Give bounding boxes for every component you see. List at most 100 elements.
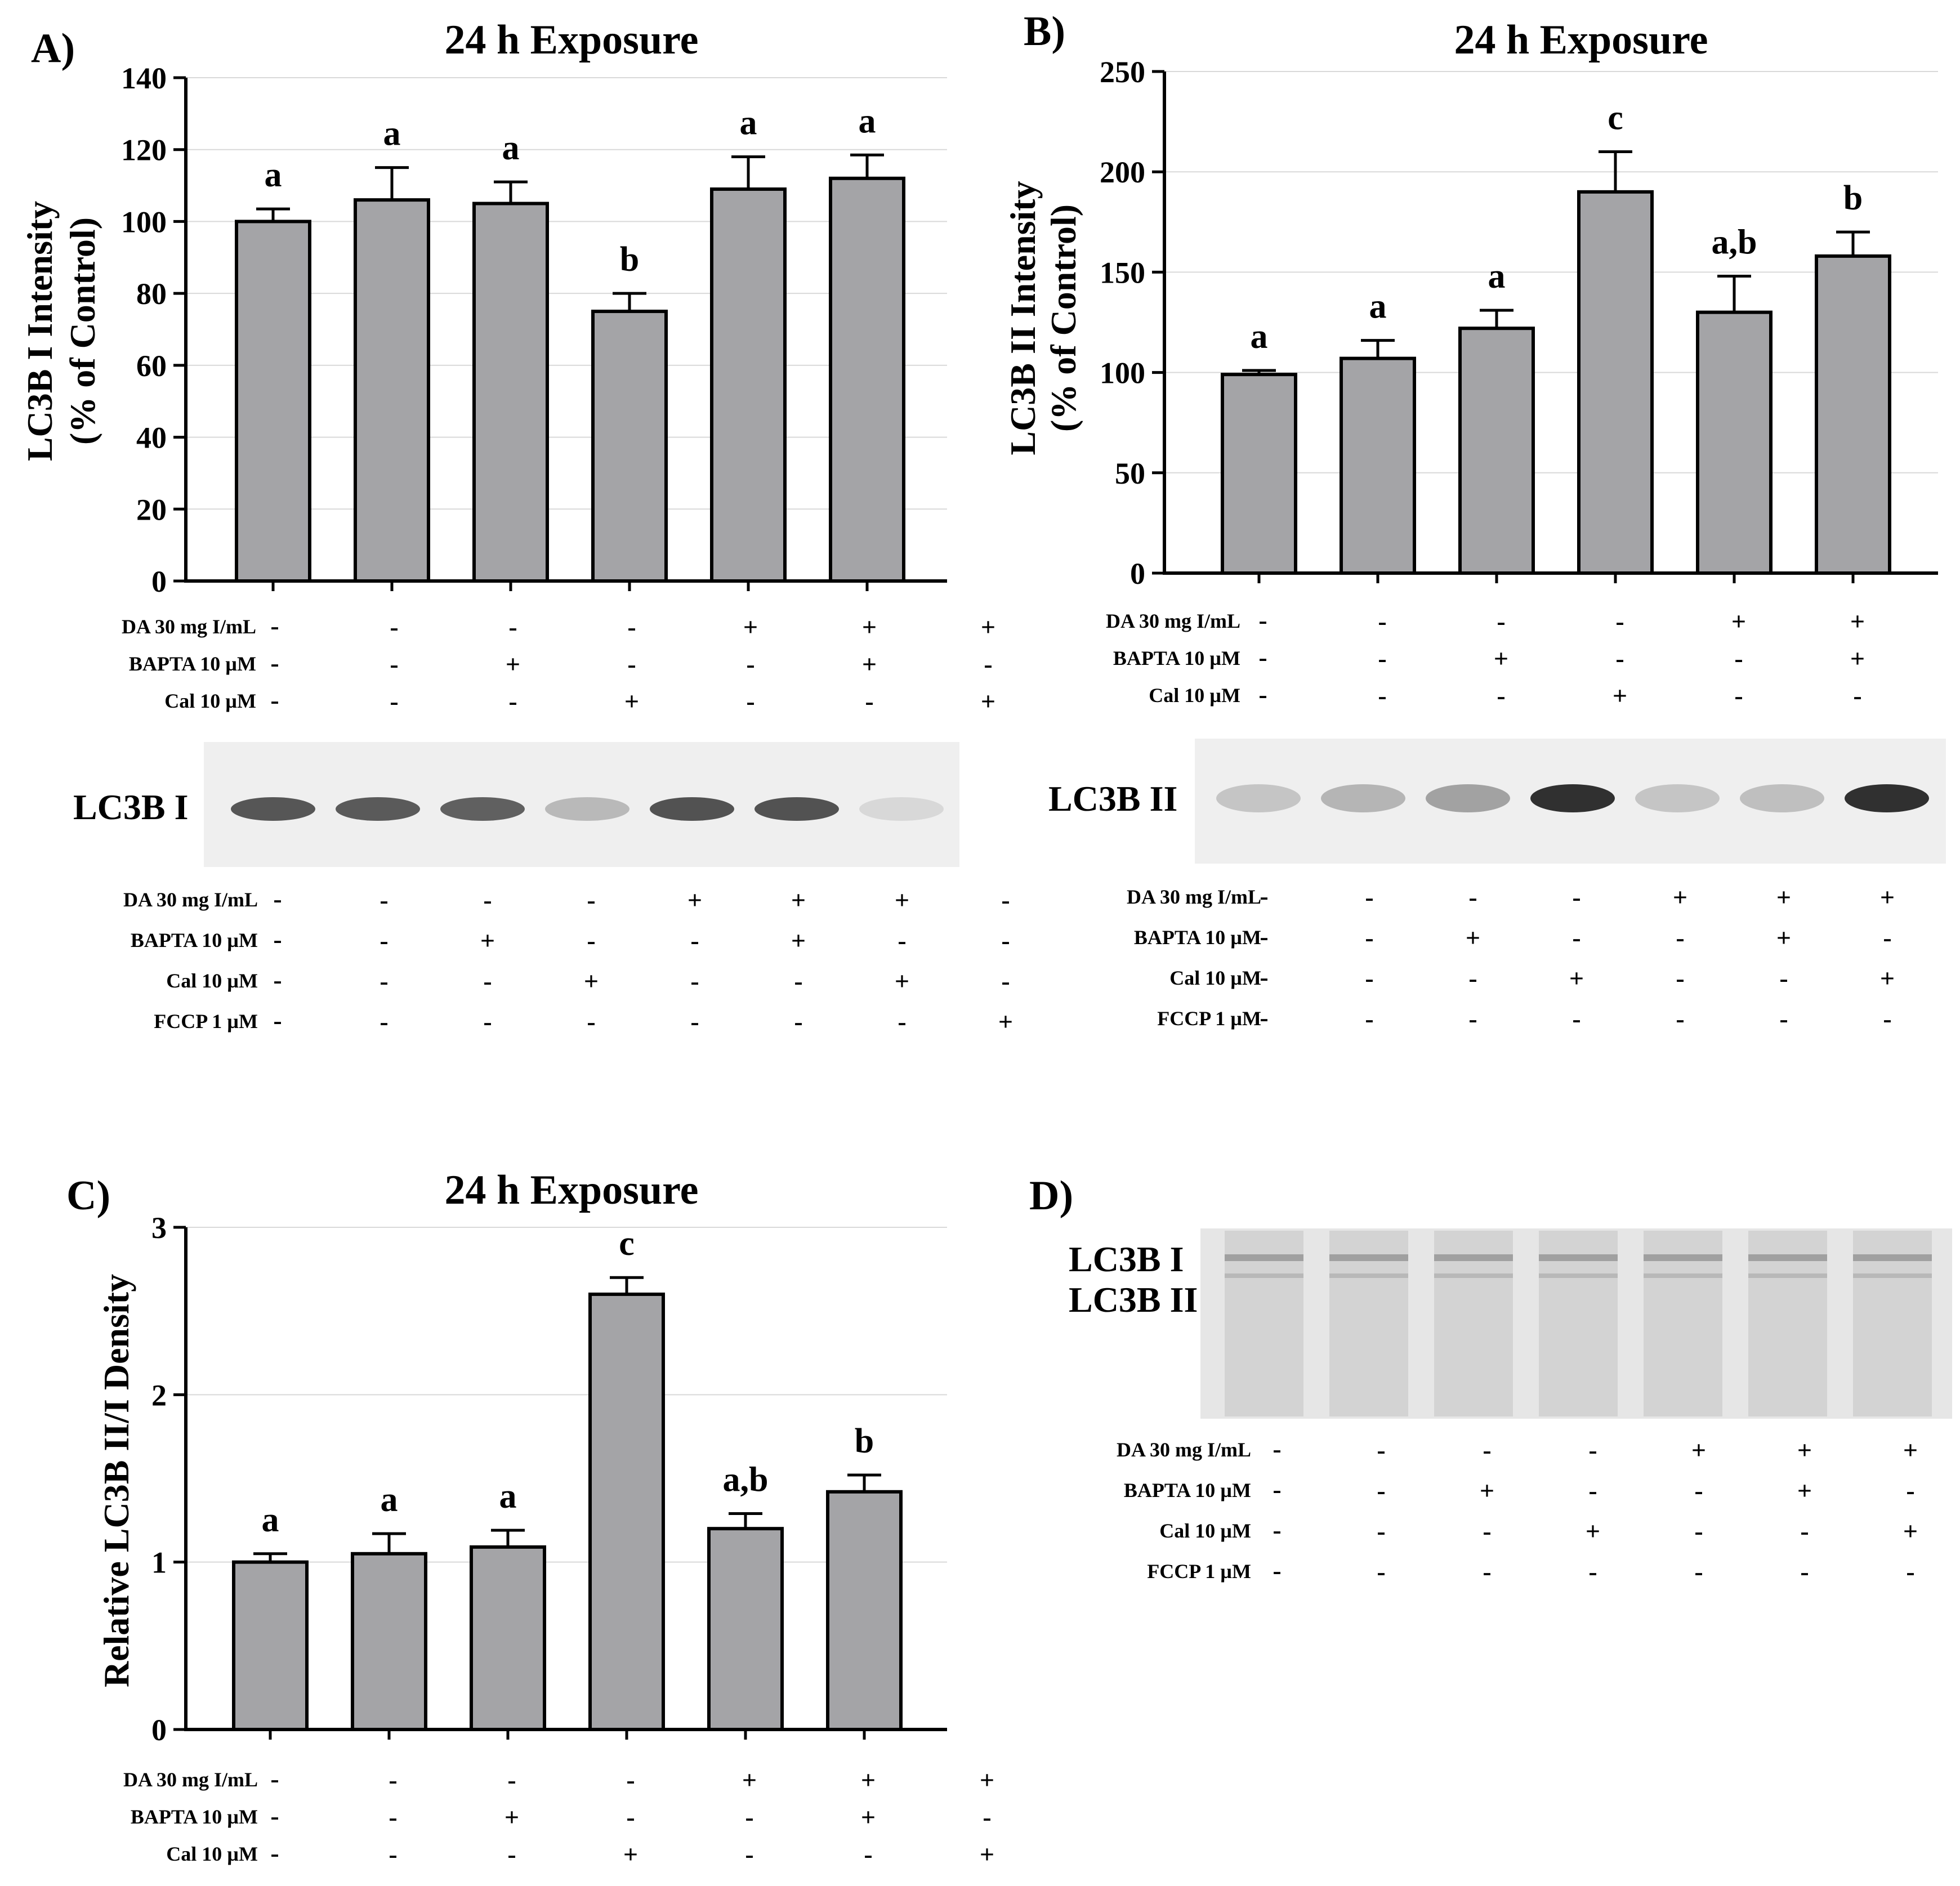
significance-label: b xyxy=(1843,179,1863,217)
condition-mark: + xyxy=(1903,1517,1918,1545)
condition-mark: + xyxy=(1586,1517,1600,1545)
condition-mark: + xyxy=(1776,923,1791,952)
condition-mark: + xyxy=(742,1766,757,1794)
y-tick-label: 140 xyxy=(121,61,167,95)
stained-band xyxy=(1329,1273,1408,1278)
condition-mark: - xyxy=(1615,644,1624,673)
condition-mark: - xyxy=(1378,607,1386,636)
panel-d-condition-table: DA 30 mg I/mL----+++-BAPTA 10 µM--+--+--… xyxy=(1117,1434,1918,1586)
condition-mark: - xyxy=(1483,1517,1491,1545)
condition-mark: + xyxy=(1691,1436,1706,1464)
condition-mark: - xyxy=(1273,1475,1281,1504)
condition-mark: + xyxy=(791,886,806,914)
condition-label-da: DA 30 mg I/mL xyxy=(1117,1438,1251,1461)
condition-label-cal: Cal 10 µM xyxy=(164,690,256,712)
stained-band xyxy=(1853,1273,1932,1278)
condition-mark: - xyxy=(1468,1004,1477,1033)
blot-b-bands xyxy=(1216,784,1929,812)
condition-mark: - xyxy=(1273,1434,1281,1463)
condition-mark: - xyxy=(1258,643,1267,672)
condition-mark: + xyxy=(862,650,877,678)
condition-mark: - xyxy=(507,1840,516,1869)
condition-label-cal: Cal 10 µM xyxy=(166,969,258,992)
condition-label-fccp: FCCP 1 µM xyxy=(1147,1560,1251,1583)
condition-mark: + xyxy=(1850,607,1865,636)
bar xyxy=(1340,356,1416,575)
condition-label-cal: Cal 10 µM xyxy=(166,1843,258,1865)
condition-mark: + xyxy=(624,687,639,716)
bar xyxy=(351,1552,427,1732)
panel-b-label: B) xyxy=(1024,8,1065,55)
panel-d: D) LC3B I LC3B II DA 30 mg I/mL----+++-B… xyxy=(1029,1173,1952,1586)
y-tick-label: 200 xyxy=(1100,155,1145,189)
stained-band xyxy=(1748,1254,1827,1261)
blot-band xyxy=(231,797,315,821)
condition-mark: - xyxy=(1483,1557,1491,1586)
y-tick-label: 50 xyxy=(1115,457,1145,490)
condition-label-da: DA 30 mg I/mL xyxy=(122,615,256,638)
condition-mark: - xyxy=(984,650,992,678)
blot-b-band-label: LC3B II xyxy=(1048,779,1177,819)
y-tick-label: 1 xyxy=(151,1546,167,1580)
condition-mark: - xyxy=(690,926,699,955)
condition-label-bapta: BAPTA 10 µM xyxy=(1124,1479,1251,1501)
condition-mark: + xyxy=(981,687,995,716)
panel-d-label: D) xyxy=(1029,1173,1073,1219)
stained-band xyxy=(1434,1273,1513,1278)
blot-band xyxy=(754,797,839,821)
stained-lane xyxy=(1853,1231,1932,1416)
condition-mark: - xyxy=(1734,644,1743,673)
condition-mark: - xyxy=(1883,1004,1891,1033)
condition-mark: - xyxy=(1260,882,1268,910)
condition-mark: - xyxy=(1779,1004,1788,1033)
condition-mark: - xyxy=(1734,681,1743,710)
condition-mark: - xyxy=(483,886,492,914)
condition-mark: + xyxy=(861,1766,876,1794)
bar xyxy=(235,220,311,583)
condition-label-da: DA 30 mg I/mL xyxy=(1106,610,1240,632)
condition-mark: - xyxy=(627,650,636,678)
condition-mark: + xyxy=(895,967,909,995)
condition-mark: + xyxy=(1880,883,1895,911)
condition-label-da: DA 30 mg I/mL xyxy=(1127,886,1261,908)
condition-mark: - xyxy=(1260,1003,1268,1032)
condition-mark: - xyxy=(1468,964,1477,993)
condition-mark: - xyxy=(1260,922,1268,951)
condition-label-bapta: BAPTA 10 µM xyxy=(131,1805,258,1828)
bar xyxy=(707,1527,784,1731)
condition-mark: - xyxy=(1572,1004,1580,1033)
condition-label-cal: Cal 10 µM xyxy=(1169,967,1261,989)
y-tick-label: 40 xyxy=(136,421,167,455)
condition-mark: - xyxy=(1497,681,1505,710)
panel-a: A) 24 h Exposure LC3B I Intensity (% of … xyxy=(20,17,995,716)
significance-label: b xyxy=(855,1422,874,1460)
condition-mark: - xyxy=(380,967,388,995)
condition-mark: + xyxy=(1797,1476,1812,1505)
blot-a-condition-table: DA 30 mg I/mL - - - - + + + -BAPTA 10 µM - - + - - + - -… xyxy=(123,884,1013,1036)
condition-mark: - xyxy=(587,1007,595,1036)
panel-a-label: A) xyxy=(31,25,75,71)
condition-label-bapta: BAPTA 10 µM xyxy=(1113,647,1240,669)
condition-mark: - xyxy=(389,1840,397,1869)
condition-mark: - xyxy=(508,687,517,716)
stained-band xyxy=(1644,1273,1722,1278)
condition-mark: + xyxy=(862,613,877,641)
y-tick-label: 0 xyxy=(1130,557,1145,591)
condition-mark: + xyxy=(895,886,909,914)
significance-label: a xyxy=(499,1477,517,1516)
bar xyxy=(829,176,905,583)
condition-label-bapta: BAPTA 10 µM xyxy=(1134,926,1261,949)
blot-band xyxy=(1530,784,1615,812)
condition-mark: - xyxy=(389,1766,397,1794)
panel-a-condition-table: DA 30 mg I/mL - - - - + + +BAPTA 10 µM - - + - - + -Ca… xyxy=(122,611,995,716)
condition-mark: - xyxy=(1468,883,1477,911)
stained-lane xyxy=(1748,1231,1827,1416)
y-tick-label: 3 xyxy=(151,1211,167,1245)
significance-label: a xyxy=(381,1481,398,1519)
condition-label-bapta: BAPTA 10 µM xyxy=(129,652,256,675)
condition-mark: - xyxy=(270,1764,279,1793)
condition-mark: - xyxy=(1377,1557,1385,1586)
condition-mark: + xyxy=(504,1803,519,1831)
stained-band xyxy=(1225,1254,1303,1261)
stained-band xyxy=(1539,1273,1618,1278)
